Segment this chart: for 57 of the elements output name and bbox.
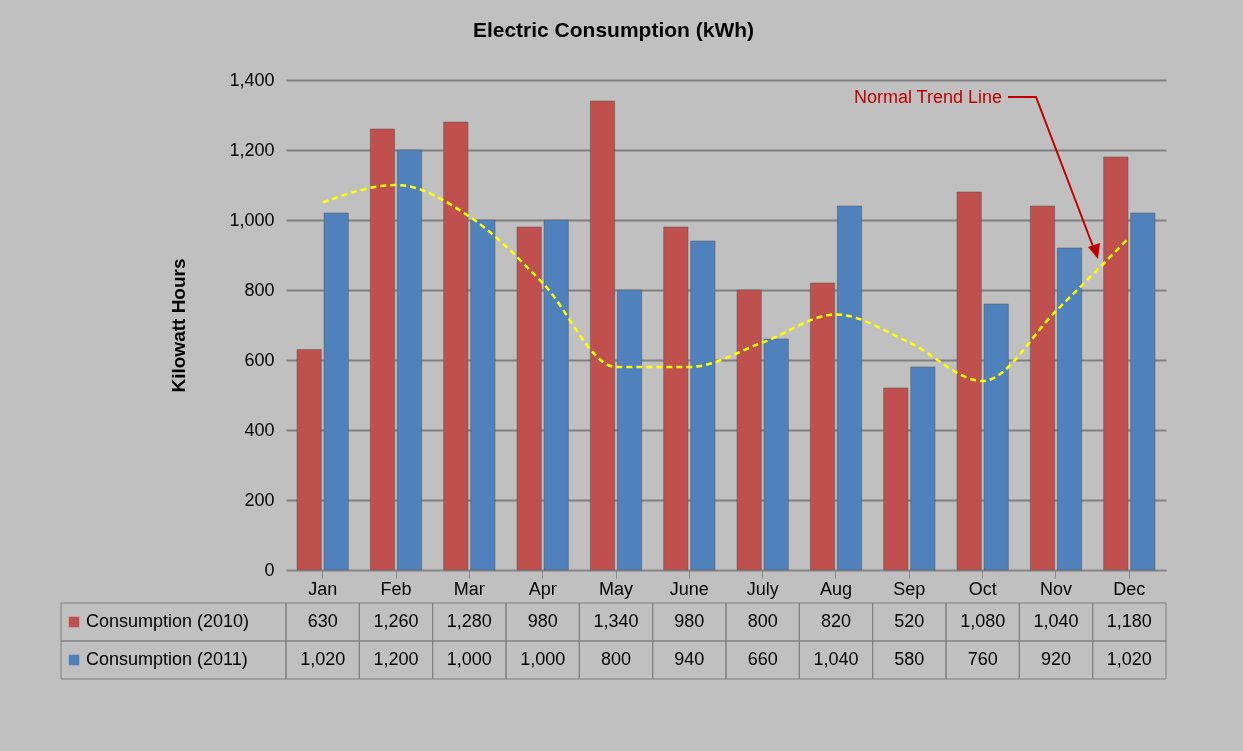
x-tick-label: Dec xyxy=(1113,578,1146,599)
x-tick-label: July xyxy=(746,578,779,599)
x-tick-label: Apr xyxy=(528,578,557,599)
x-tick-label: Nov xyxy=(1039,578,1073,599)
y-tick-label: 1,000 xyxy=(229,209,275,230)
x-tick-label: Oct xyxy=(968,578,997,599)
bar xyxy=(810,282,835,571)
data-label: 940 xyxy=(674,649,705,669)
bar xyxy=(617,289,642,571)
data-label: 1,340 xyxy=(593,611,639,631)
data-label: 1,260 xyxy=(373,611,419,631)
annotation: Normal Trend Line xyxy=(853,87,1002,107)
data-label: 1,020 xyxy=(300,649,346,669)
data-label: 1,180 xyxy=(1106,611,1152,631)
y-tick-label: 600 xyxy=(244,349,275,370)
data-label: 1,080 xyxy=(960,611,1006,631)
data-label: 520 xyxy=(894,611,925,631)
data-label: 1,200 xyxy=(373,649,419,669)
legend-label: Consumption (2010) xyxy=(86,611,250,631)
y-tick-label: 1,400 xyxy=(229,69,275,90)
y-tick-label: 400 xyxy=(244,419,275,440)
x-tick-label: Jan xyxy=(308,578,338,599)
data-label: 920 xyxy=(1040,649,1072,669)
bar xyxy=(590,100,615,571)
x-tick-label: May xyxy=(598,578,634,599)
x-tick-label: June xyxy=(669,578,709,599)
data-label: 1,000 xyxy=(520,649,566,669)
y-tick-label: 200 xyxy=(244,489,275,510)
y-tick-label: 0 xyxy=(264,559,275,580)
data-label: 660 xyxy=(747,649,778,669)
data-label: 800 xyxy=(747,611,778,631)
y-tick-label: 800 xyxy=(244,279,275,300)
data-label: 1,040 xyxy=(1033,611,1079,631)
x-tick-label: Feb xyxy=(380,578,412,599)
data-label: 760 xyxy=(967,649,998,669)
bar xyxy=(1057,247,1082,571)
bar xyxy=(397,149,422,571)
data-label: 980 xyxy=(674,611,705,631)
data-label: 1,040 xyxy=(813,649,859,669)
chart-title: Electric Consumption (kWh) xyxy=(472,18,755,41)
data-label: 580 xyxy=(894,649,925,669)
data-label: 820 xyxy=(820,611,852,631)
data-label: 1,000 xyxy=(446,649,492,669)
bar xyxy=(370,128,395,571)
data-label: 980 xyxy=(527,611,558,631)
x-tick-label: Mar xyxy=(453,578,485,599)
data-label: 800 xyxy=(600,649,632,669)
legend-label: Consumption (2011) xyxy=(86,649,248,669)
bar xyxy=(1030,205,1055,571)
data-label: 630 xyxy=(307,611,338,631)
x-tick-label: Aug xyxy=(819,578,853,599)
y-tick-label: 1,200 xyxy=(229,139,275,160)
y-axis-title: Kilowatt Hours xyxy=(168,258,190,393)
data-label: 1,280 xyxy=(446,611,492,631)
data-label: 1,020 xyxy=(1106,649,1152,669)
bar xyxy=(837,205,862,571)
x-tick-label: Sep xyxy=(893,578,926,599)
